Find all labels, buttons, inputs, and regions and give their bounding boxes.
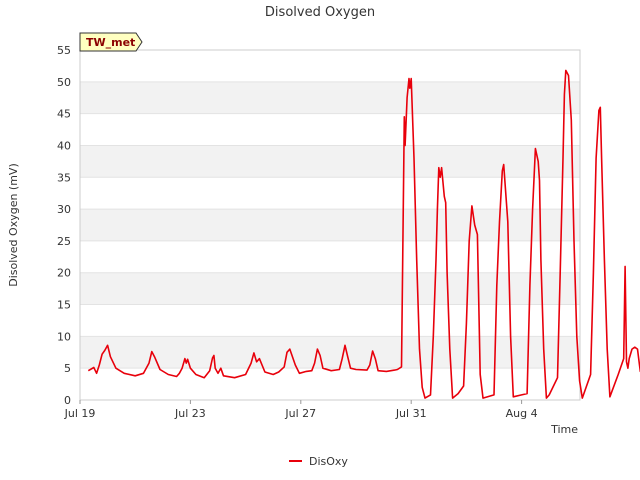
series-line-disoxy: [87, 69, 640, 399]
y-tick-label: 5: [64, 362, 71, 375]
legend: DisOxy: [289, 455, 348, 468]
grid-band: [80, 336, 580, 369]
x-tick-label: Jul 19: [64, 407, 96, 420]
series-layer: [87, 69, 640, 399]
grid-band: [80, 272, 580, 305]
x-tick-label: Jul 27: [284, 407, 316, 420]
legend-label: DisOxy: [309, 455, 348, 468]
y-tick-label: 30: [57, 203, 71, 216]
y-tick-label: 40: [57, 139, 71, 152]
y-tick-label: 35: [57, 171, 71, 184]
plot-area-border: [79, 49, 581, 401]
grid-band: [80, 145, 580, 178]
x-tick-label: Jul 23: [174, 407, 206, 420]
site-badge-box: [79, 32, 143, 52]
y-tick-label: 50: [57, 76, 71, 89]
y-tick-label: 25: [57, 235, 71, 248]
grid-band: [80, 209, 580, 241]
y-axis-label: Disolved Oxygen (mV): [7, 163, 20, 287]
y-tick-label: 15: [57, 299, 71, 312]
x-tick-label: Jul 31: [395, 407, 427, 420]
y-tick-label: 20: [57, 267, 71, 280]
y-axis-ticks: 0 5 10 15 20 25 30 35 40 45 50 55: [57, 44, 71, 407]
y-tick-label: 0: [64, 394, 71, 407]
site-badge-label: TW_met: [86, 36, 135, 49]
x-tick-label: Aug 4: [506, 407, 538, 420]
y-tick-label: 55: [57, 44, 71, 57]
x-axis-label: Time: [550, 423, 578, 436]
x-axis-ticks: Jul 19 Jul 23 Jul 27 Jul 31 Aug 4: [64, 400, 538, 420]
grid-band: [80, 81, 580, 114]
y-tick-label: 10: [57, 330, 71, 343]
plot-background-bands: [80, 81, 580, 369]
chart-title: Disolved Oxygen: [265, 5, 375, 20]
gridlines: [80, 49, 580, 401]
site-badge: TW_met: [79, 32, 143, 52]
y-tick-label: 45: [57, 108, 71, 121]
